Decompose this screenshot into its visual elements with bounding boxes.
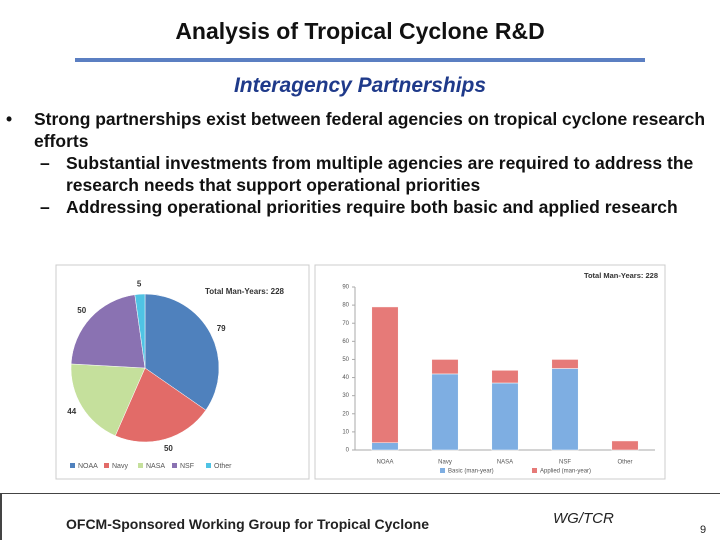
legend-label: Basic (man-year) (448, 469, 494, 475)
slide-title: Analysis of Tropical Cyclone R&D (175, 18, 545, 44)
x-tick-label: Other (617, 460, 632, 466)
data-label: 50 (164, 444, 173, 453)
legend-swatch (104, 463, 109, 468)
bar-segment (371, 442, 399, 451)
sub-bullet: Addressing operational priorities requir… (40, 196, 714, 218)
footer: OFCM-Sponsored Working Group for Tropica… (0, 493, 720, 540)
legend-label: Navy (112, 463, 128, 470)
pie-slice (114, 367, 207, 443)
bar-segment (551, 368, 579, 451)
bar-segment (611, 440, 639, 451)
bullet: Strong partnerships exist between federa… (6, 108, 714, 152)
y-tick-label: 10 (342, 429, 349, 435)
x-tick-label: NASA (497, 460, 513, 466)
pie-slice (134, 293, 146, 369)
bar-segment (491, 382, 519, 451)
bullet-list: Strong partnerships exist between federa… (6, 108, 714, 218)
data-label: 50 (77, 306, 86, 315)
legend-swatch (138, 463, 143, 468)
page-number: 9 (700, 524, 707, 536)
legend-swatch (172, 463, 177, 468)
bar-segment (431, 359, 459, 375)
legend-swatch (532, 468, 537, 473)
pie-slice (70, 294, 146, 369)
data-label: 5 (137, 279, 142, 288)
legend-label: Applied (man-year) (540, 469, 591, 475)
y-tick-label: 20 (342, 411, 349, 417)
bar-segment (491, 370, 519, 384)
x-tick-label: Navy (438, 460, 452, 466)
y-tick-label: 30 (342, 393, 349, 399)
x-tick-label: NSF (559, 460, 571, 466)
legend-label: NASA (146, 463, 165, 470)
slide-subtitle: Interagency Partnerships (233, 74, 487, 97)
pie-slice (70, 363, 146, 437)
chart-title: Total Man-Years: 228 (584, 271, 658, 280)
y-tick-label: 70 (342, 321, 349, 327)
legend-label: NSF (180, 463, 194, 470)
y-tick-label: 40 (342, 375, 349, 381)
sub-bullet: Substantial investments from multiple ag… (40, 152, 714, 196)
legend-swatch (206, 463, 211, 468)
legend-label: NOAA (78, 463, 98, 470)
data-label: 44 (67, 407, 76, 416)
y-tick-label: 90 (342, 285, 349, 291)
y-tick-label: 80 (342, 303, 349, 309)
y-tick-label: 0 (346, 448, 350, 454)
bar-segment (431, 373, 459, 451)
y-tick-label: 60 (342, 339, 349, 345)
pie-slice (144, 293, 220, 411)
data-label: 79 (217, 324, 226, 333)
bar-segment (551, 359, 579, 369)
footer-code: WG/TCR (553, 510, 614, 527)
footer-text: OFCM-Sponsored Working Group for Tropica… (66, 516, 429, 540)
chart-title: Total Man-Years: 228 (205, 287, 285, 296)
title-rule (75, 58, 645, 62)
legend-label: Other (214, 463, 232, 470)
bar-segment (371, 306, 399, 444)
legend-swatch (440, 468, 445, 473)
x-tick-label: NOAA (376, 460, 393, 466)
legend-swatch (70, 463, 75, 468)
y-tick-label: 50 (342, 357, 349, 363)
